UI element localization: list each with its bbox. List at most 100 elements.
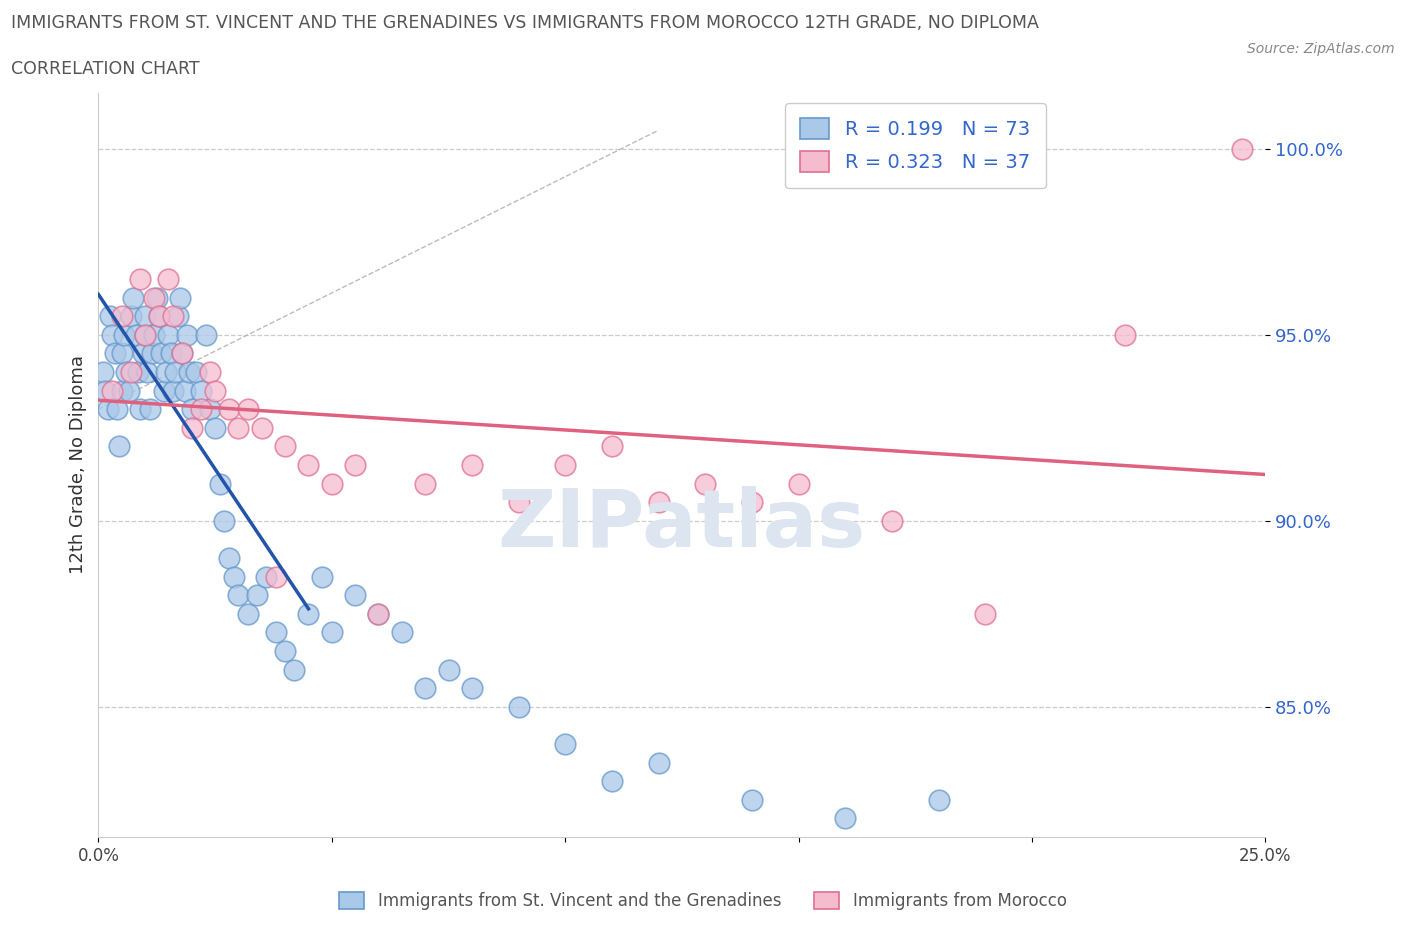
Point [218, 402, 240, 417]
Point [367, 606, 389, 621]
Point [129, 402, 152, 417]
Point [204, 420, 226, 435]
Point [179, 365, 201, 379]
Point [200, 365, 222, 379]
Point [321, 476, 343, 491]
Point [98, 309, 121, 324]
Point [186, 365, 208, 379]
Point [91, 365, 114, 379]
Point [236, 606, 259, 621]
Point [250, 420, 273, 435]
Point [104, 346, 127, 361]
Point [194, 327, 217, 342]
Point [283, 662, 305, 677]
Point [256, 569, 278, 584]
Point [148, 309, 170, 324]
Point [461, 458, 484, 472]
Point [741, 495, 763, 510]
Point [236, 402, 259, 417]
Text: IMMIGRANTS FROM ST. VINCENT AND THE GRENADINES VS IMMIGRANTS FROM MOROCCO 12TH G: IMMIGRANTS FROM ST. VINCENT AND THE GREN… [11, 14, 1039, 32]
Point [274, 439, 297, 454]
Point [246, 588, 269, 603]
Point [159, 346, 181, 361]
Point [1230, 141, 1253, 156]
Point [190, 383, 212, 398]
Point [97, 402, 120, 417]
Point [297, 606, 319, 621]
Point [166, 309, 188, 324]
Point [413, 681, 436, 696]
Legend: R = 0.199   N = 73, R = 0.323   N = 37: R = 0.199 N = 73, R = 0.323 N = 37 [785, 102, 1046, 188]
Point [367, 606, 389, 621]
Point [344, 458, 367, 472]
Point [172, 346, 194, 361]
Point [787, 476, 810, 491]
Point [152, 383, 174, 398]
Point [120, 365, 142, 379]
Point [150, 346, 173, 361]
Point [741, 792, 763, 807]
Point [111, 346, 134, 361]
Point [162, 309, 184, 324]
Point [928, 792, 950, 807]
Point [413, 476, 436, 491]
Point [162, 383, 184, 398]
Point [143, 327, 166, 342]
Point [127, 365, 149, 379]
Point [118, 383, 141, 398]
Point [132, 346, 155, 361]
Point [111, 383, 134, 398]
Point [391, 625, 413, 640]
Point [120, 309, 142, 324]
Text: CORRELATION CHART: CORRELATION CHART [11, 60, 200, 78]
Point [165, 365, 187, 379]
Point [105, 402, 128, 417]
Point [208, 476, 231, 491]
Point [264, 569, 287, 584]
Point [101, 327, 124, 342]
Point [461, 681, 484, 696]
Point [554, 737, 576, 751]
Legend: Immigrants from St. Vincent and the Grenadines, Immigrants from Morocco: Immigrants from St. Vincent and the Gren… [333, 885, 1073, 917]
Point [508, 495, 530, 510]
Point [134, 327, 156, 342]
Point [1114, 327, 1136, 342]
Point [647, 495, 669, 510]
Point [200, 402, 222, 417]
Point [600, 774, 623, 789]
Point [94, 383, 117, 398]
Point [344, 588, 367, 603]
Point [143, 290, 166, 305]
Point [647, 755, 669, 770]
Point [169, 290, 191, 305]
Point [190, 402, 212, 417]
Point [141, 346, 163, 361]
Point [204, 383, 226, 398]
Point [311, 569, 333, 584]
Point [134, 309, 156, 324]
Point [134, 327, 156, 342]
Point [115, 365, 138, 379]
Point [880, 513, 903, 528]
Point [173, 383, 195, 398]
Point [155, 365, 177, 379]
Point [600, 439, 623, 454]
Point [228, 588, 250, 603]
Point [112, 327, 135, 342]
Point [146, 290, 169, 305]
Text: ZIPatlas: ZIPatlas [498, 485, 866, 564]
Point [554, 458, 576, 472]
Point [101, 383, 124, 398]
Point [274, 644, 297, 658]
Point [176, 327, 198, 342]
Point [129, 272, 152, 286]
Point [148, 309, 170, 324]
Point [695, 476, 717, 491]
Point [264, 625, 287, 640]
Point [136, 365, 159, 379]
Point [974, 606, 997, 621]
Point [157, 327, 180, 342]
Point [125, 327, 148, 342]
Point [222, 569, 245, 584]
Point [321, 625, 343, 640]
